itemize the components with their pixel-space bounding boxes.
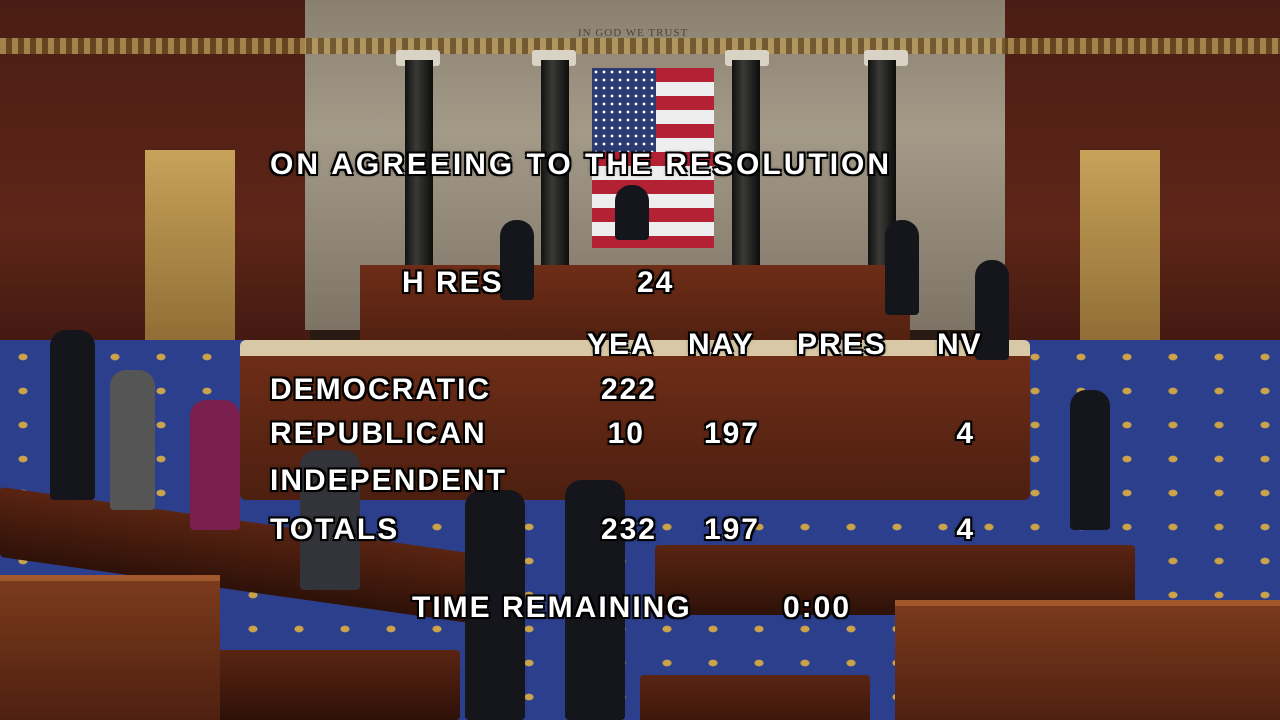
measure-number: 24 <box>637 266 675 299</box>
time-remaining-value: 0:00 <box>783 591 852 624</box>
measure-type: H RES <box>402 266 504 299</box>
party-label: INDEPENDENT <box>270 464 508 497</box>
lectern-table-right <box>895 600 1280 720</box>
person <box>500 220 534 300</box>
nay-count: 197 <box>703 417 760 450</box>
person <box>465 490 525 720</box>
motto-inscription: IN GOD WE TRUST <box>578 27 689 39</box>
column-header-pres: PRES <box>797 328 887 361</box>
person <box>975 260 1009 360</box>
person <box>1070 390 1110 530</box>
column-header-yea: YEA <box>587 328 655 361</box>
person <box>190 400 240 530</box>
yea-count: 232 <box>600 513 657 546</box>
person <box>110 370 155 510</box>
member-bench <box>640 675 870 720</box>
clerk-desk <box>240 340 1030 500</box>
yea-count: 222 <box>600 373 657 406</box>
nv-count: 4 <box>956 417 975 450</box>
left-doorway <box>145 150 235 350</box>
time-remaining-label: TIME REMAINING <box>412 591 692 624</box>
person <box>885 220 919 315</box>
party-label: DEMOCRATIC <box>270 373 492 406</box>
speaker-person <box>615 185 649 240</box>
vote-question: ON AGREEING TO THE RESOLUTION <box>270 148 893 181</box>
lectern-table-left <box>0 575 220 720</box>
column-header-nay: NAY <box>688 328 755 361</box>
frieze <box>0 38 1280 54</box>
nay-count: 197 <box>703 513 760 546</box>
right-doorway <box>1080 150 1160 350</box>
party-label: TOTALS <box>270 513 400 546</box>
person <box>50 330 95 500</box>
person <box>565 480 625 720</box>
party-label: REPUBLICAN <box>270 417 487 450</box>
flag-canton <box>592 68 656 152</box>
person <box>300 450 360 590</box>
nv-count: 4 <box>956 513 975 546</box>
member-bench <box>200 650 460 720</box>
column-header-nv: NV <box>937 328 983 361</box>
yea-count: 10 <box>607 417 645 450</box>
